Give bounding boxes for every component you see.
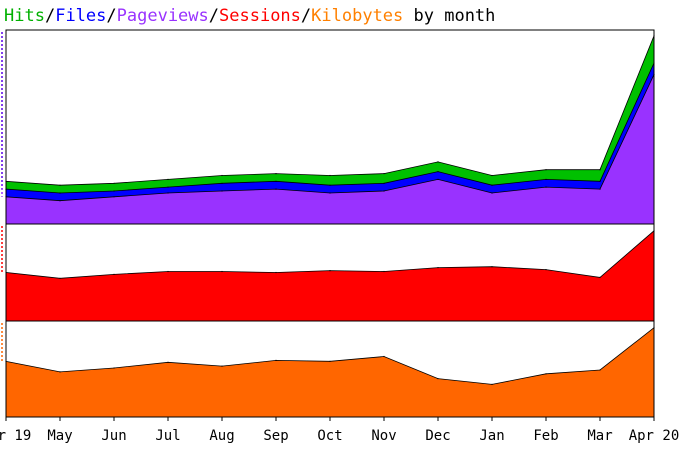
title-segment: Hits bbox=[4, 6, 45, 26]
data-point-kilobytes bbox=[221, 365, 223, 367]
title-segment: / bbox=[45, 6, 55, 26]
title-segment: / bbox=[106, 6, 116, 26]
data-point-pageviews bbox=[167, 192, 169, 194]
x-tick-label: Oct bbox=[317, 428, 342, 444]
data-point-files bbox=[491, 184, 493, 186]
x-tick-label: May bbox=[47, 428, 72, 444]
data-point-sessions bbox=[329, 270, 331, 272]
data-point-pageviews bbox=[329, 192, 331, 194]
x-tick-label: Dec bbox=[425, 428, 450, 444]
x-tick-label: Aug bbox=[209, 428, 234, 444]
data-point-hits bbox=[491, 174, 493, 177]
data-point-sessions bbox=[167, 270, 169, 273]
data-point-files bbox=[167, 186, 169, 188]
data-point-kilobytes bbox=[59, 371, 61, 373]
data-point-pageviews bbox=[113, 196, 115, 198]
x-tick-label: Mar bbox=[587, 428, 612, 444]
series-area-hits bbox=[5, 35, 655, 225]
title-segment: / bbox=[301, 6, 311, 26]
x-tick-label: Apr 19 bbox=[0, 428, 31, 444]
data-point-sessions bbox=[275, 271, 277, 274]
x-tick-label: Sep bbox=[263, 428, 288, 444]
data-point-sessions bbox=[491, 266, 493, 268]
data-point-sessions bbox=[113, 273, 115, 275]
data-point-hits bbox=[113, 182, 115, 184]
title-segment: by month bbox=[403, 6, 495, 26]
x-tick-label: Jan bbox=[479, 428, 504, 444]
x-axis-ticks: Apr 19 May Jun Jul Aug Sep Oct Nov Dec Jan Feb Mar A… bbox=[0, 417, 679, 444]
data-point-kilobytes bbox=[545, 373, 547, 375]
data-point-hits bbox=[329, 174, 331, 177]
data-point-hits bbox=[545, 169, 547, 171]
data-point-sessions bbox=[383, 270, 385, 273]
data-point-kilobytes bbox=[383, 355, 385, 358]
data-point-sessions bbox=[545, 269, 547, 271]
data-point-kilobytes bbox=[491, 383, 493, 385]
x-tick-label: Feb bbox=[533, 428, 558, 444]
data-point-files bbox=[59, 192, 61, 194]
data-point-hits bbox=[275, 173, 277, 175]
data-point-kilobytes bbox=[599, 369, 601, 371]
data-point-pageviews bbox=[599, 188, 601, 190]
data-point-files bbox=[599, 180, 601, 182]
series-area-pageviews bbox=[5, 74, 655, 225]
title-segment: Sessions bbox=[219, 6, 301, 26]
data-point-kilobytes bbox=[113, 367, 115, 369]
chart-panels bbox=[1, 29, 655, 418]
panel-kilobytes bbox=[1, 320, 655, 418]
series-area-kilobytes bbox=[5, 326, 655, 418]
data-point-pageviews bbox=[383, 190, 385, 192]
data-point-hits bbox=[59, 184, 61, 186]
data-point-pageviews bbox=[437, 178, 439, 180]
data-point-files bbox=[545, 178, 547, 180]
data-point-pageviews bbox=[59, 200, 61, 202]
data-point-kilobytes bbox=[329, 360, 331, 362]
data-point-sessions bbox=[437, 267, 439, 269]
data-point-kilobytes bbox=[275, 359, 277, 361]
panel-sessions bbox=[1, 223, 655, 322]
data-point-files bbox=[113, 190, 115, 192]
data-point-files bbox=[383, 182, 385, 184]
data-point-files bbox=[221, 182, 223, 184]
data-point-hits bbox=[599, 169, 601, 171]
x-tick-label: Jun bbox=[101, 428, 126, 444]
title-segment: / bbox=[209, 6, 219, 26]
data-point-sessions bbox=[599, 276, 601, 278]
x-tick-label: Nov bbox=[371, 428, 396, 444]
data-point-pageviews bbox=[275, 188, 277, 190]
data-point-kilobytes bbox=[167, 361, 169, 363]
data-point-pageviews bbox=[545, 186, 547, 188]
title-segment: Files bbox=[55, 6, 106, 26]
data-point-kilobytes bbox=[437, 378, 439, 380]
data-point-pageviews bbox=[221, 190, 223, 192]
title-segment: Kilobytes bbox=[311, 6, 403, 26]
data-point-sessions bbox=[59, 277, 61, 279]
chart-title: Hits/Files/Pageviews/Sessions/Kilobytes … bbox=[4, 6, 495, 26]
data-point-hits bbox=[221, 174, 223, 177]
x-tick-label: Jul bbox=[155, 428, 180, 444]
data-point-hits bbox=[437, 161, 439, 163]
data-point-pageviews bbox=[491, 192, 493, 194]
x-tick-label: Apr 20 bbox=[629, 428, 680, 444]
data-point-files bbox=[329, 184, 331, 186]
data-point-sessions bbox=[221, 270, 223, 273]
data-point-hits bbox=[383, 173, 385, 175]
data-point-hits bbox=[167, 178, 169, 180]
data-point-files bbox=[275, 180, 277, 182]
title-segment: Pageviews bbox=[117, 6, 209, 26]
panel-traffic bbox=[1, 29, 655, 225]
data-point-files bbox=[437, 171, 439, 173]
series-area-sessions bbox=[5, 229, 655, 322]
